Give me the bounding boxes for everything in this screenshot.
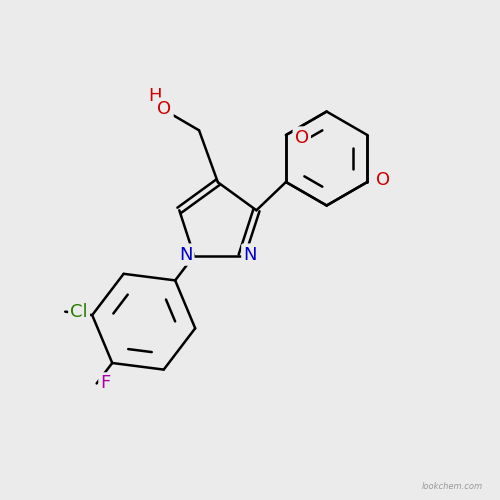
Text: lookchem.com: lookchem.com (422, 482, 482, 492)
Text: O: O (376, 170, 390, 188)
Text: Cl: Cl (70, 302, 88, 320)
Text: O: O (158, 100, 172, 117)
Text: F: F (100, 374, 110, 392)
Text: H: H (148, 86, 162, 104)
Text: O: O (294, 128, 309, 146)
Text: N: N (179, 246, 192, 264)
Text: N: N (244, 246, 257, 264)
